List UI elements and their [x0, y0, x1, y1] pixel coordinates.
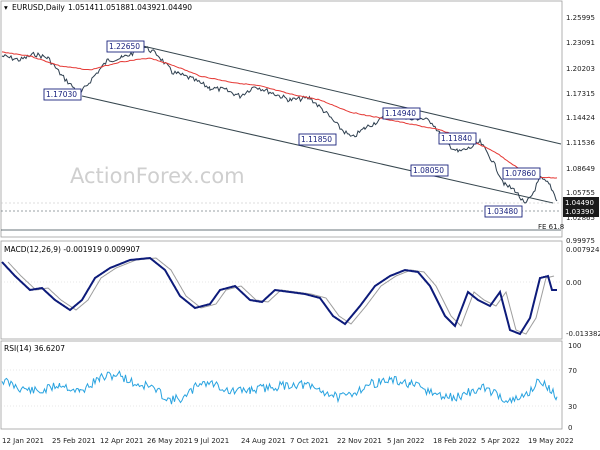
channel-lines [81, 45, 562, 204]
date-tick: 18 Feb 2022 [433, 437, 477, 445]
annotation-text: 1.22650 [109, 42, 140, 51]
date-tick: 22 Nov 2021 [337, 437, 382, 445]
annotation-box: 1.11840 [438, 132, 477, 145]
header-high: 1.05188 [99, 3, 130, 12]
annotation-box: 1.14940 [382, 107, 421, 120]
rsi-line [1, 370, 558, 405]
channel-lower-line [81, 95, 554, 204]
annotation-text: 1.11840 [441, 134, 472, 143]
rsi-panel-frame [0, 340, 563, 430]
fe-label: FE 61.8 [538, 223, 564, 231]
price-tick: 1.11536 [566, 139, 595, 147]
annotation-box: 1.11850 [298, 133, 337, 146]
header-instrument: EURUSD,Daily [12, 3, 65, 12]
date-tick: 24 Aug 2021 [241, 437, 286, 445]
date-tick: 5 Apr 2022 [481, 437, 520, 445]
header-close: 1.04490 [161, 3, 192, 12]
current-price-tag: 1.04490 [563, 197, 599, 208]
date-tick: 19 May 2022 [528, 437, 574, 445]
price-axis: 1.25995 1.23091 1.20203 1.17315 1.14424 … [566, 14, 595, 245]
header-open: 1.05141 [68, 3, 99, 12]
annotation-box: 1.17030 [43, 88, 82, 101]
price-tick: 1.25995 [566, 14, 595, 22]
price-tick: 1.20203 [566, 65, 595, 73]
channel-upper-line [142, 45, 562, 145]
price-panel-frame [0, 0, 563, 238]
current-price-tag-text: 1.04490 [565, 199, 594, 207]
price-tick: 1.08649 [566, 165, 595, 173]
rsi-axis-tick: 70 [568, 367, 577, 375]
date-tick: 25 Feb 2021 [52, 437, 96, 445]
macd-line [1, 256, 557, 336]
price-tick: 1.02865 [566, 214, 595, 222]
price-tick: 1.14424 [566, 114, 595, 122]
macd-axis-tick: 0.007924 [566, 246, 600, 254]
price-tick: 1.17315 [566, 90, 595, 98]
price-line [1, 44, 558, 204]
date-tick: 12 Jan 2021 [2, 437, 44, 445]
macd-axis-tick: -0.013382 [566, 330, 600, 338]
support-tag: 1.03390 [563, 207, 599, 217]
support-tag-text: 1.03390 [565, 208, 594, 216]
annotation-text: 1.14940 [385, 109, 416, 118]
macd-label: MACD(12,26,9) -0.001919 0.009907 [4, 245, 140, 254]
header-low: 1.04392 [130, 3, 161, 12]
chart-header: ▾ EURUSD,Daily 1.05141 1.05188 1.04392 1… [4, 3, 192, 12]
moving-average-line [1, 51, 558, 179]
macd-panel-frame [0, 240, 563, 340]
price-tick: 0.99975 [566, 237, 595, 245]
rsi-axis-tick: 0 [568, 424, 572, 432]
annotation-box: 1.03480 [484, 205, 523, 218]
annotations: 1.22650 1.17030 1.11850 1.14940 1.11840 … [43, 40, 541, 218]
date-axis: 12 Jan 2021 25 Feb 2021 12 Apr 2021 26 M… [2, 437, 574, 445]
date-tick: 7 Oct 2021 [290, 437, 329, 445]
rsi-axis-tick: 100 [568, 342, 581, 350]
chevron-down-icon: ▾ [4, 3, 8, 12]
annotation-text: 1.11850 [301, 135, 332, 144]
annotation-box: 1.22650 [106, 40, 145, 53]
date-tick: 26 May 2021 [147, 437, 193, 445]
rsi-label: RSI(14) 36.6207 [4, 344, 65, 353]
annotation-text: 1.08050 [413, 166, 444, 175]
annotation-text: 1.07860 [505, 169, 536, 178]
annotation-box: 1.08050 [410, 164, 449, 177]
date-tick: 9 Jul 2021 [194, 437, 229, 445]
annotation-text: 1.03480 [487, 207, 518, 216]
date-tick: 12 Apr 2021 [100, 437, 143, 445]
watermark: ActionForex.com [70, 164, 245, 188]
annotation-text: 1.17030 [46, 90, 77, 99]
price-tick: 1.05755 [566, 189, 595, 197]
annotation-box: 1.07860 [502, 167, 541, 180]
date-tick: 5 Jan 2022 [387, 437, 425, 445]
rsi-axis-tick: 30 [568, 403, 577, 411]
macd-axis-tick: 0.00 [566, 279, 582, 287]
price-tick: 1.23091 [566, 39, 595, 47]
